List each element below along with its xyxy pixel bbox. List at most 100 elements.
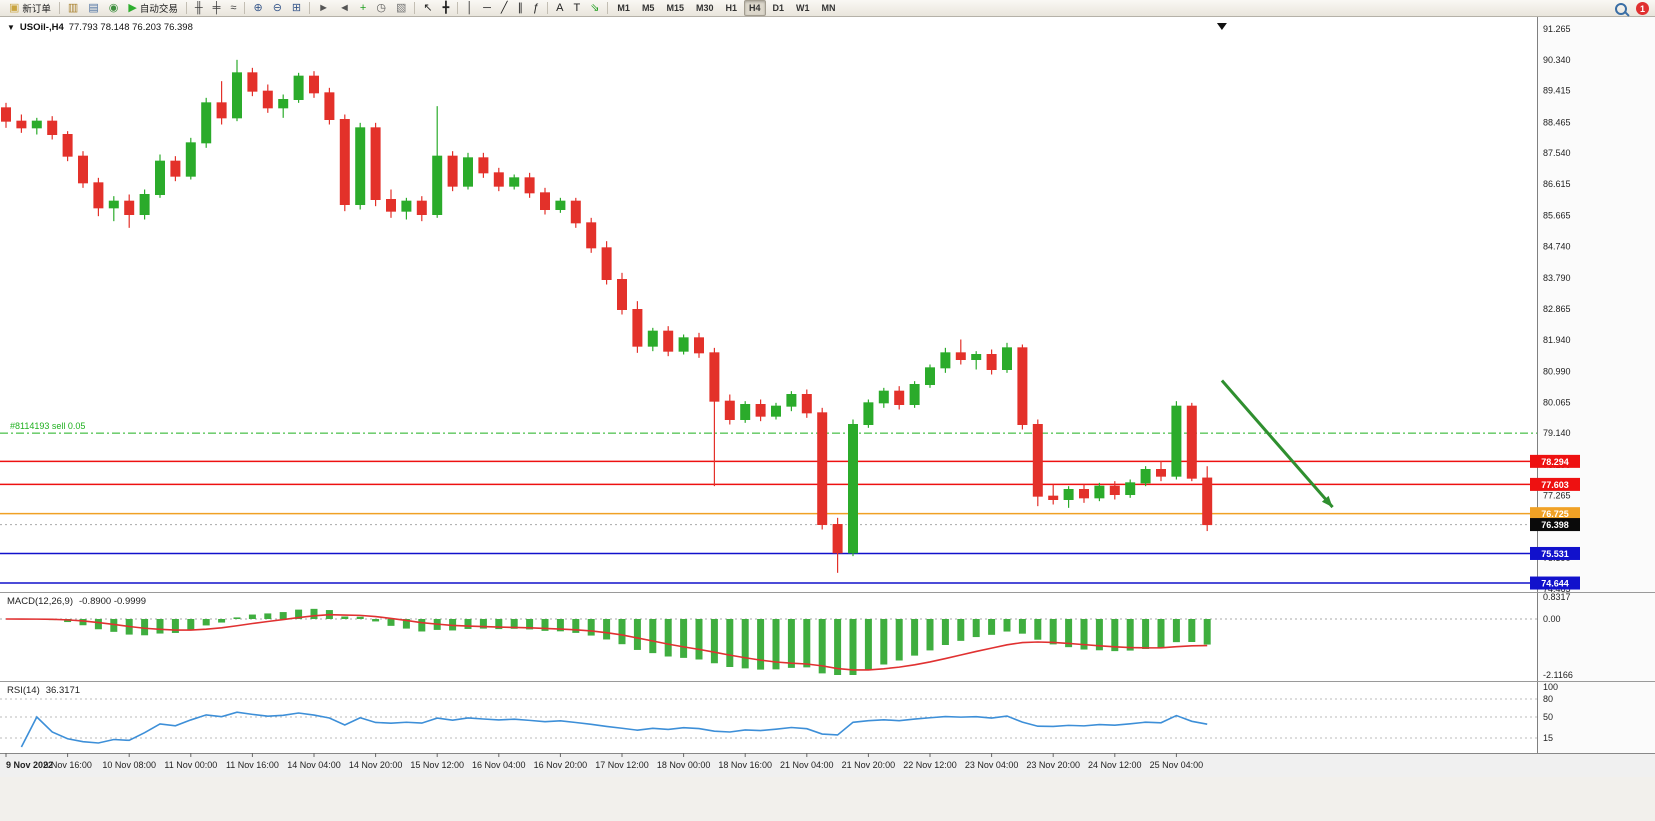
svg-text:88.465: 88.465 (1543, 117, 1571, 127)
time-label: 10 Nov 08:00 (102, 760, 156, 770)
candle-chart-button[interactable]: ╪ (208, 0, 226, 17)
horizontal-lines: #8114193 sell 0.05 (0, 421, 1537, 584)
line-chart-button[interactable]: ≈ (225, 0, 241, 17)
vertical-line-icon: │ (466, 1, 474, 14)
trendline-icon: ╱ (500, 1, 508, 14)
time-label: 16 Nov 20:00 (534, 760, 588, 770)
template-icon: ▧ (395, 1, 407, 14)
svg-text:100: 100 (1543, 682, 1558, 692)
notification-badge[interactable]: 1 (1636, 2, 1649, 15)
auto-trading-button[interactable]: ▶ 自动交易 (123, 0, 182, 17)
channel-icon: ∥ (517, 1, 524, 14)
time-label: 18 Nov 16:00 (718, 760, 772, 770)
timeframe-button-d1[interactable]: D1 (772, 3, 785, 13)
timeframe-button-m15[interactable]: M15 (666, 3, 684, 13)
svg-text:77.265: 77.265 (1543, 491, 1571, 501)
svg-text:79.140: 79.140 (1543, 428, 1571, 438)
toolbar-separator (58, 2, 60, 14)
data-window-button[interactable]: ▤ (83, 0, 103, 17)
price-badge-77.603: 77.603 (1530, 477, 1580, 491)
timeframe-button-m1[interactable]: M1 (617, 3, 630, 13)
price-chart-pane[interactable]: 91.265 90.340 89.415 88.465 87.540 86.615 85.6… (0, 17, 1655, 592)
macd-indicator-pane[interactable]: 0.8317 0.00 -2.1166 (0, 592, 1655, 681)
chart-menu-icon[interactable]: ▼ (7, 22, 15, 32)
svg-text:74.644: 74.644 (1541, 579, 1569, 589)
bar-chart-icon: ╫ (194, 1, 203, 14)
svg-text:90.340: 90.340 (1543, 55, 1571, 65)
macd-title: MACD(12,26,9) (7, 596, 73, 607)
new-order-button[interactable]: ▣ 新订单 (4, 0, 56, 17)
timeframe-button-m5[interactable]: M5 (641, 3, 655, 13)
time-label: 25 Nov 04:00 (1150, 760, 1204, 770)
macd-values: -0.8900 -0.9999 (79, 596, 147, 607)
cursor-button[interactable]: ↖ (418, 0, 437, 17)
line-chart-icon: ≈ (230, 1, 237, 14)
trend-arrow-annotation[interactable] (1220, 379, 1334, 509)
timeframe-button-w1[interactable]: W1 (796, 3, 810, 13)
zoom-in-button[interactable]: ⊕ (248, 0, 267, 17)
search-icon[interactable] (1615, 2, 1627, 15)
timeframe-button-mn[interactable]: MN (821, 3, 836, 13)
svg-text:85.665: 85.665 (1543, 211, 1571, 221)
svg-text:76.725: 76.725 (1541, 509, 1569, 519)
periods-button[interactable]: ◷ (371, 0, 391, 17)
svg-text:0.8317: 0.8317 (1543, 592, 1571, 602)
auto-scroll-button[interactable]: ► (313, 0, 334, 17)
svg-text:78.294: 78.294 (1541, 457, 1569, 467)
price-badge-75.531: 75.531 (1530, 546, 1580, 560)
rsi-line (20, 711, 1208, 748)
timeframe-button-h1[interactable]: H1 (725, 3, 737, 13)
horizontal-line-button[interactable]: ─ (478, 0, 496, 17)
macd-signal-line (5, 613, 1208, 671)
time-label: 21 Nov 04:00 (780, 760, 834, 770)
svg-text:80.065: 80.065 (1543, 397, 1571, 407)
chart-shift-marker[interactable] (1216, 23, 1227, 30)
tile-windows-button[interactable]: ⊞ (287, 0, 306, 17)
svg-text:50: 50 (1543, 712, 1553, 722)
time-label: 22 Nov 12:00 (903, 760, 957, 770)
indicators-button[interactable]: + (355, 0, 371, 17)
position-label: #8114193 sell 0.05 (10, 421, 85, 431)
auto-scroll-icon: ► (318, 1, 330, 14)
timeframe-button-h4[interactable]: H4 (744, 0, 766, 16)
arrows-button[interactable]: ⇘ (585, 0, 604, 17)
svg-text:77.603: 77.603 (1541, 480, 1569, 490)
market-watch-icon: ▥ (67, 1, 79, 14)
time-label: 15 Nov 12:00 (410, 760, 464, 770)
time-label: 9 Nov 16:00 (43, 760, 92, 770)
svg-text:0.00: 0.00 (1543, 614, 1561, 624)
bar-chart-button[interactable]: ╫ (190, 0, 208, 17)
rsi-value: 36.3171 (45, 685, 81, 696)
history-center-button[interactable]: ◉ (104, 0, 124, 17)
crosshair-button[interactable]: ╋ (438, 0, 455, 17)
svg-text:82.865: 82.865 (1543, 304, 1571, 314)
rsi-indicator-pane[interactable]: 100 80 50 15 (0, 681, 1655, 753)
svg-text:-2.1166: -2.1166 (1543, 670, 1573, 680)
chart-shift-button[interactable]: ◄ (334, 0, 355, 17)
candles-layer[interactable] (1, 59, 1213, 573)
macd-label: MACD(12,26,9) -0.8900 -0.9999 (7, 596, 146, 607)
text-label-button[interactable]: T (568, 0, 585, 17)
vertical-line-button[interactable]: │ (461, 0, 478, 17)
zoom-out-button[interactable]: ⊖ (268, 0, 287, 17)
svg-text:84.740: 84.740 (1543, 242, 1571, 252)
time-label: 16 Nov 04:00 (472, 760, 526, 770)
trendline-button[interactable]: ╱ (496, 0, 513, 17)
cursor-icon: ↖ (423, 1, 433, 14)
text-icon: A (556, 1, 564, 14)
market-watch-button[interactable]: ▥ (63, 0, 83, 17)
channel-button[interactable]: ∥ (513, 0, 529, 17)
fibonacci-button[interactable]: ƒ (528, 0, 544, 17)
auto-trading-button-label: 自动交易 (139, 4, 178, 15)
time-label: 23 Nov 04:00 (965, 760, 1019, 770)
chart-ohlc-values: 77.793 78.148 76.203 76.398 (68, 22, 193, 33)
svg-text:89.415: 89.415 (1543, 86, 1571, 96)
svg-text:83.790: 83.790 (1543, 273, 1571, 283)
text-button[interactable]: A (551, 0, 568, 17)
time-label: 14 Nov 20:00 (349, 760, 403, 770)
timeframe-button-m30[interactable]: M30 (695, 3, 714, 13)
text-label-icon: T (573, 1, 581, 14)
templates-button[interactable]: ▧ (391, 0, 411, 17)
svg-text:75.531: 75.531 (1541, 549, 1569, 559)
